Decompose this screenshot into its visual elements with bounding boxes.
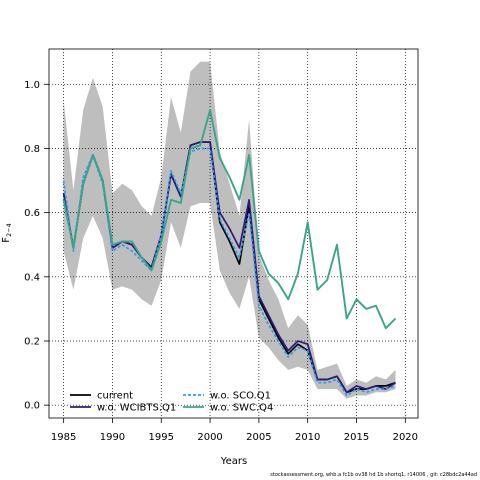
series-line-sco	[62, 147, 396, 397]
x-tick-label-2010: 2010	[295, 432, 320, 443]
x-tick-label-1985: 1985	[51, 432, 76, 443]
legend: current w.o. WCIBTS.Q1 w.o. SCO.Q1 w.o. …	[70, 391, 273, 414]
y-tick-label-4: 0.8	[24, 144, 40, 155]
y-axis-title-subscript: 2−4	[5, 223, 13, 237]
legend-label-sco: w.o. SCO.Q1	[210, 391, 271, 402]
legend-label-current: current	[97, 391, 133, 402]
series-layer	[62, 109, 397, 397]
x-axis-title: Years	[220, 456, 247, 467]
x-tick-label-1995: 1995	[149, 432, 174, 443]
x-tick-label-2000: 2000	[197, 432, 222, 443]
x-tick-label-1990: 1990	[100, 432, 125, 443]
y-tick-label-3: 0.6	[24, 208, 40, 219]
x-tick-label-2015: 2015	[344, 432, 369, 443]
y-tick-label-0: 0.0	[24, 401, 40, 412]
y-axis: 0.0 0.2 0.4 0.6 0.8 1.0	[24, 80, 49, 412]
y-axis-title-main: F	[1, 237, 12, 243]
series-line-swc	[62, 109, 397, 330]
y-tick-label-5: 1.0	[24, 80, 40, 91]
y-tick-label-1: 0.2	[24, 336, 40, 347]
series-line-wciBTS	[62, 141, 396, 394]
plot-frame	[48, 48, 419, 419]
legend-label-wciBTS: w.o. WCIBTS.Q1	[97, 403, 176, 414]
x-axis: 1985 1990 1995 2000 2005 2010 2015 2020	[51, 418, 418, 443]
x-tick-label-2005: 2005	[246, 432, 271, 443]
y-tick-label-2: 0.4	[24, 272, 40, 283]
footer-credit: stockassessment.org, whb.a fc1b ov38 hd …	[270, 472, 477, 478]
legend-label-swc: w.o. SWC.Q4	[210, 403, 273, 414]
x-tick-label-2020: 2020	[393, 432, 418, 443]
y-axis-title: F2−4	[1, 223, 13, 242]
